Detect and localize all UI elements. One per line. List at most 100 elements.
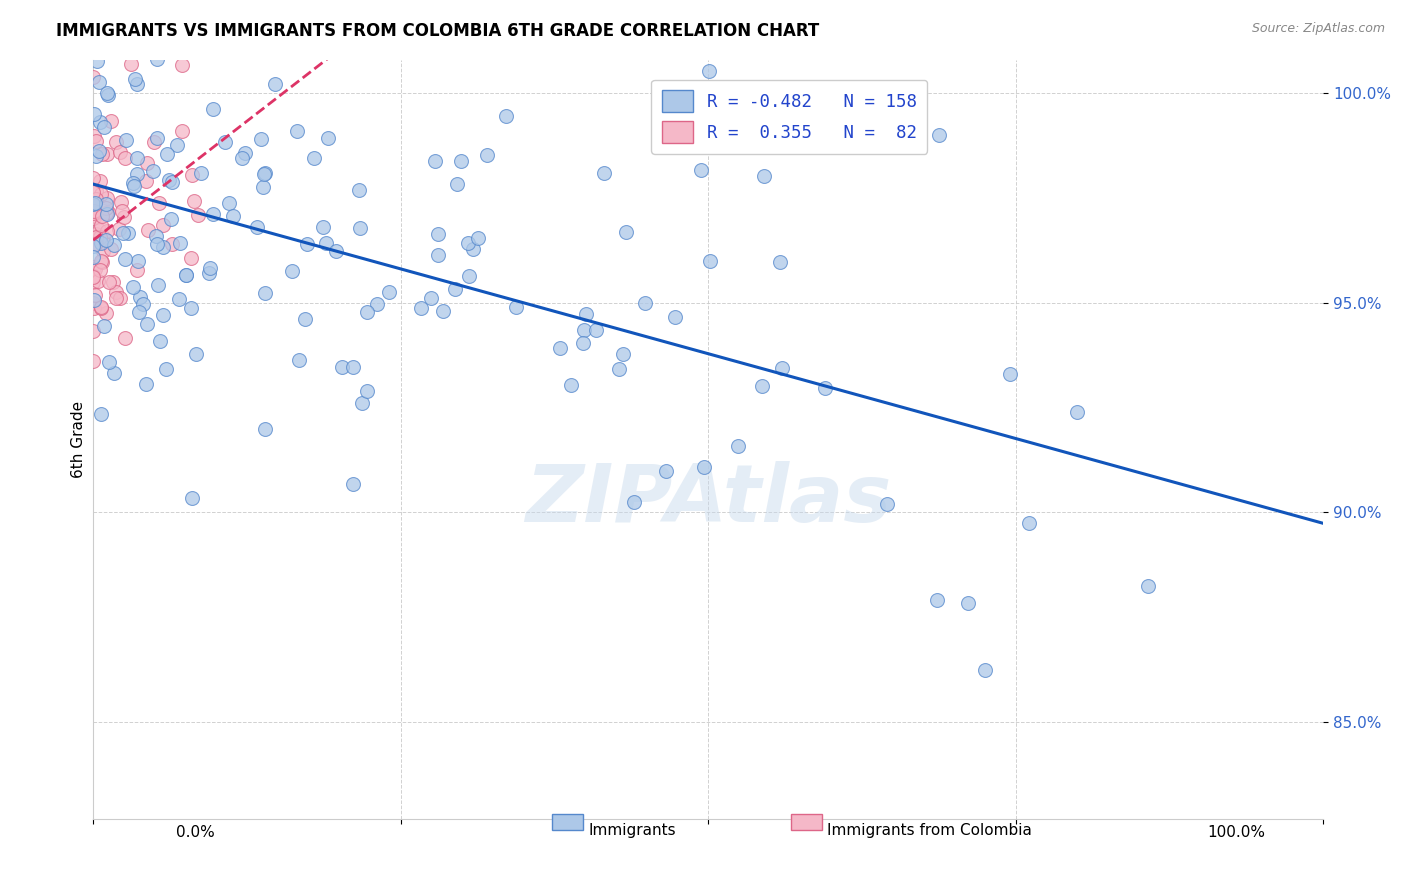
Point xyxy=(90,301,112,315)
Point xyxy=(115,133,138,147)
Point xyxy=(693,460,716,475)
Point xyxy=(91,230,114,244)
Point xyxy=(425,154,447,169)
Point xyxy=(356,304,378,318)
Point xyxy=(253,167,276,181)
Point xyxy=(86,54,108,68)
Point xyxy=(927,593,949,607)
Point xyxy=(505,301,527,315)
Point xyxy=(180,251,202,265)
Text: Immigrants: Immigrants xyxy=(588,823,676,838)
Point xyxy=(294,311,316,326)
Point xyxy=(974,663,997,677)
Point xyxy=(125,263,148,277)
Point xyxy=(634,295,657,310)
Point xyxy=(585,322,607,336)
Point xyxy=(91,209,114,223)
Point xyxy=(318,131,340,145)
Point xyxy=(263,77,285,91)
Point xyxy=(90,300,112,314)
Point xyxy=(655,464,678,478)
Point xyxy=(84,236,107,251)
Point xyxy=(91,235,114,249)
Point xyxy=(84,195,107,210)
Point xyxy=(82,238,104,252)
Point xyxy=(420,292,443,306)
Point xyxy=(928,128,950,143)
Point xyxy=(93,120,115,135)
Point xyxy=(86,193,108,207)
Point xyxy=(560,377,582,392)
Point xyxy=(135,174,157,188)
Point xyxy=(96,196,118,211)
Point xyxy=(82,185,104,199)
Point xyxy=(612,346,634,360)
Point xyxy=(432,304,454,318)
Point xyxy=(112,226,135,240)
Point xyxy=(252,180,274,194)
Point xyxy=(475,148,498,162)
Point xyxy=(145,131,167,145)
Point xyxy=(96,87,118,101)
Point xyxy=(110,194,132,209)
Point xyxy=(142,164,165,178)
Point xyxy=(101,38,124,53)
Point xyxy=(297,237,319,252)
Point xyxy=(169,235,191,250)
Point xyxy=(315,235,337,250)
Point xyxy=(146,278,169,293)
Point xyxy=(593,166,616,180)
Point xyxy=(664,310,686,324)
Point xyxy=(82,232,104,246)
Point xyxy=(727,439,749,453)
Point xyxy=(614,225,637,239)
Point xyxy=(159,211,181,226)
Y-axis label: 6th Grade: 6th Grade xyxy=(72,401,86,478)
Point xyxy=(253,285,276,300)
Point xyxy=(104,3,127,17)
Point xyxy=(427,227,450,241)
Point xyxy=(458,269,481,284)
Point xyxy=(129,290,152,304)
Point xyxy=(250,132,273,146)
Point xyxy=(114,151,136,165)
Point xyxy=(82,205,104,219)
Point xyxy=(347,183,370,197)
Point xyxy=(572,335,595,350)
Point xyxy=(89,219,111,233)
Point xyxy=(998,367,1021,381)
Point xyxy=(350,396,373,410)
Point xyxy=(90,186,112,201)
Text: ZIPAtlas: ZIPAtlas xyxy=(524,461,891,539)
Point xyxy=(281,263,304,277)
Point xyxy=(814,381,837,395)
Point xyxy=(575,307,598,321)
Point xyxy=(83,288,105,302)
Point xyxy=(83,293,105,307)
Point xyxy=(108,292,131,306)
Point xyxy=(699,254,721,268)
Point xyxy=(100,242,122,256)
Point xyxy=(160,237,183,252)
Point xyxy=(623,495,645,509)
Point xyxy=(138,223,160,237)
Point xyxy=(117,226,139,240)
Point xyxy=(752,169,775,184)
Point xyxy=(214,135,236,149)
Point xyxy=(131,297,153,311)
Point xyxy=(82,275,104,289)
Text: Source: ZipAtlas.com: Source: ZipAtlas.com xyxy=(1251,22,1385,36)
Point xyxy=(253,166,276,180)
Point xyxy=(770,361,793,376)
Point xyxy=(108,4,131,19)
Point xyxy=(342,360,364,375)
Point xyxy=(127,253,149,268)
Point xyxy=(190,166,212,180)
Point xyxy=(145,237,167,252)
Point xyxy=(181,168,204,182)
Point xyxy=(174,268,197,282)
Point xyxy=(201,102,224,116)
Point xyxy=(233,145,256,160)
Point xyxy=(181,491,204,505)
Point xyxy=(83,11,105,25)
